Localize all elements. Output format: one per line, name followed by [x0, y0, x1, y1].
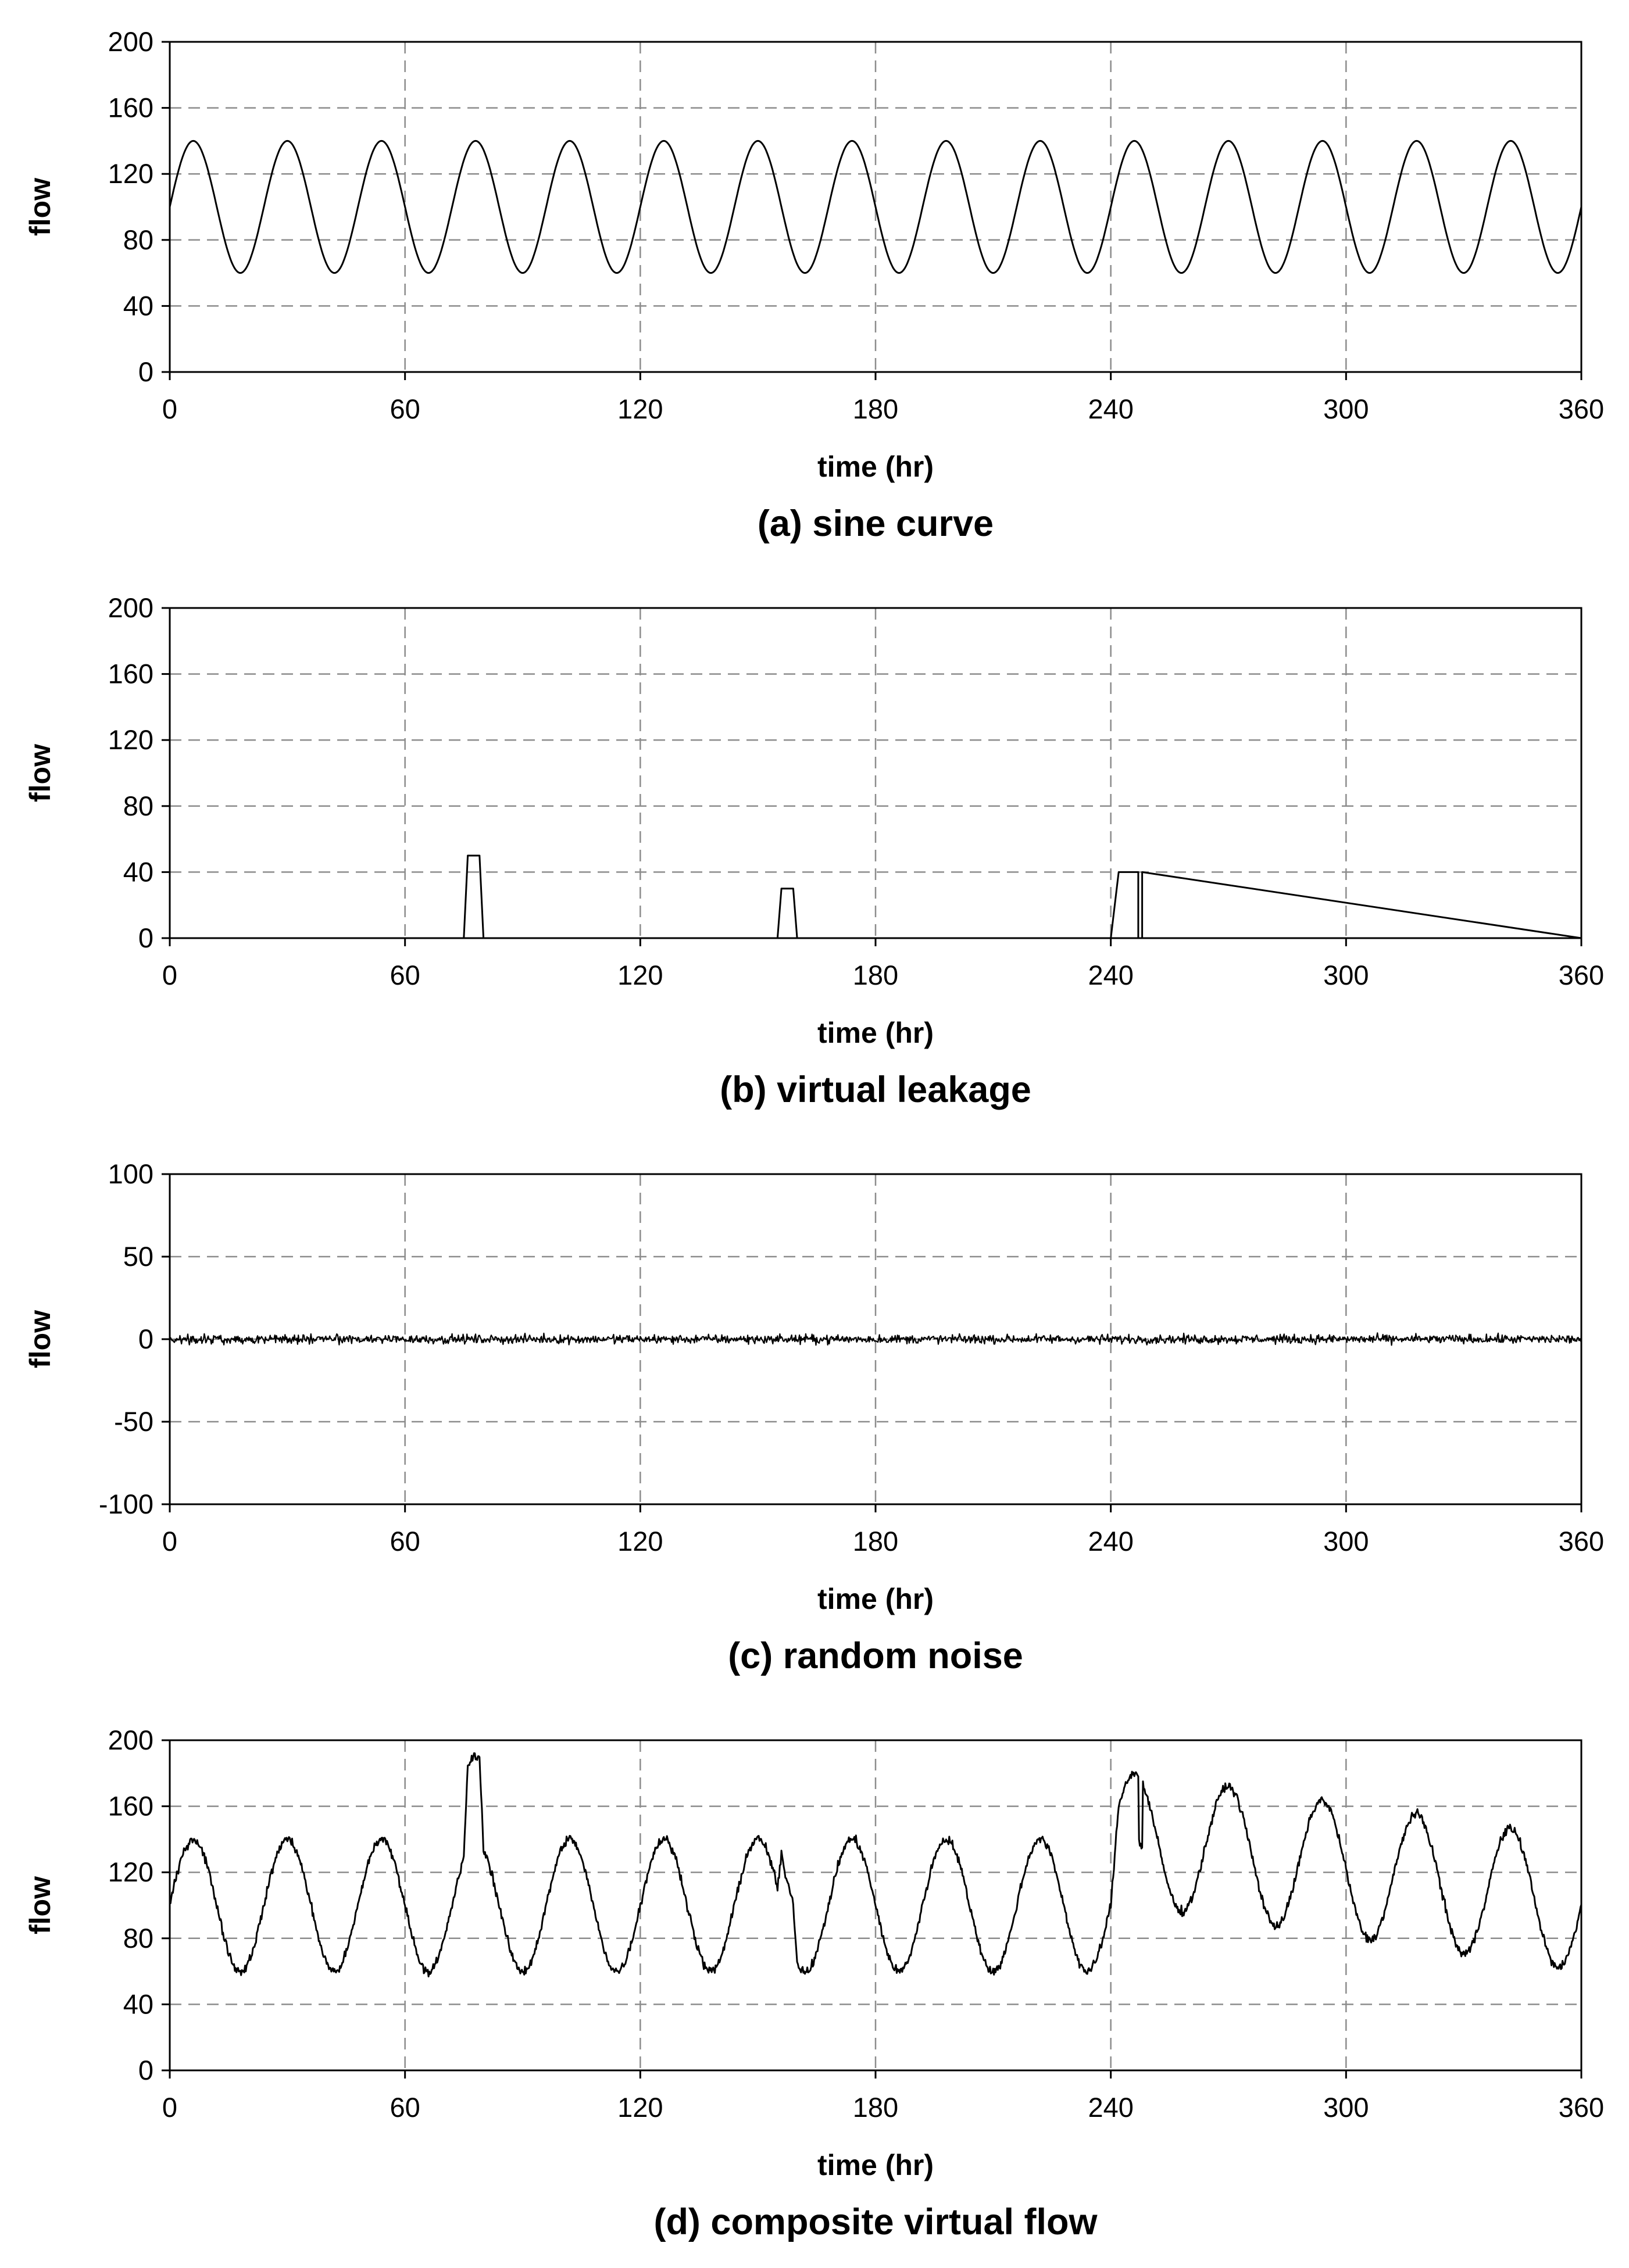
x-axis-label: time (hr) [817, 1583, 934, 1615]
y-tick-label: 160 [108, 1791, 153, 1822]
x-tick-label: 120 [617, 393, 663, 424]
y-tick-label: 120 [108, 1856, 153, 1887]
panel-caption: (d) composite virtual flow [653, 2202, 1098, 2242]
x-tick-label: 360 [1559, 1526, 1604, 1557]
x-tick-label: 240 [1088, 2092, 1133, 2123]
x-tick-label: 120 [617, 1526, 663, 1557]
y-tick-label: 0 [138, 2055, 153, 2085]
panel-sine-curve: 0 60 120 180 240 300 360 0 40 80 120 160 200 time (hr… [24, 26, 1604, 544]
y-tick-label: 80 [123, 1923, 153, 1954]
y-tick-label: 200 [108, 26, 153, 57]
x-tick-label: 120 [617, 960, 663, 990]
x-tick-label: 180 [853, 1526, 898, 1557]
panel-composite-virtual-flow: 0 60 120 180 240 300 360 0 40 80 120 160 200 time (hr… [24, 1725, 1604, 2242]
y-tick-label: 0 [138, 922, 153, 953]
panel-virtual-leakage: 0 60 120 180 240 300 360 0 40 80 120 160 200 time (hr… [24, 592, 1604, 1110]
x-tick-label: 300 [1323, 2092, 1369, 2123]
y-tick-label: 160 [108, 92, 153, 123]
x-axis-label: time (hr) [817, 450, 934, 483]
series-line [169, 139, 1582, 274]
y-tick-label: 100 [108, 1158, 153, 1189]
x-tick-label: 0 [162, 393, 177, 424]
x-tick-label: 240 [1088, 393, 1133, 424]
x-tick-label: 240 [1088, 960, 1133, 990]
series-line [169, 1332, 1582, 1346]
x-tick-label: 240 [1088, 1526, 1133, 1557]
y-axis-label: flow [24, 1310, 56, 1368]
y-tick-label: 0 [138, 356, 153, 387]
x-tick-label: 60 [390, 393, 420, 424]
y-tick-label: 200 [108, 1725, 153, 1755]
x-axis-label: time (hr) [817, 2149, 934, 2181]
x-tick-label: 60 [390, 960, 420, 990]
y-tick-label: 40 [123, 1988, 153, 2019]
y-tick-label: -100 [99, 1489, 153, 1519]
x-tick-label: 300 [1323, 1526, 1369, 1557]
x-tick-label: 300 [1323, 393, 1369, 424]
x-tick-label: 360 [1559, 2092, 1604, 2123]
y-tick-label: 50 [123, 1241, 153, 1272]
x-tick-label: 60 [390, 2092, 420, 2123]
y-tick-label: -50 [114, 1406, 153, 1437]
y-tick-label: 80 [123, 790, 153, 821]
panel-caption: (a) sine curve [758, 503, 994, 544]
y-tick-label: 120 [108, 724, 153, 755]
x-tick-label: 180 [853, 2092, 898, 2123]
x-tick-label: 300 [1323, 960, 1369, 990]
y-tick-label: 40 [123, 856, 153, 887]
x-tick-label: 360 [1559, 393, 1604, 424]
x-tick-label: 180 [853, 393, 898, 424]
y-tick-label: 0 [138, 1323, 153, 1354]
y-tick-label: 120 [108, 158, 153, 189]
series-line [169, 1752, 1582, 1977]
panel-caption: (c) random noise [728, 1636, 1023, 1676]
x-tick-label: 60 [390, 1526, 420, 1557]
x-tick-label: 0 [162, 960, 177, 990]
x-tick-label: 0 [162, 2092, 177, 2123]
x-tick-label: 120 [617, 2092, 663, 2123]
y-axis-label: flow [24, 1876, 56, 1934]
y-tick-label: 160 [108, 659, 153, 689]
x-axis-label: time (hr) [817, 1017, 934, 1049]
y-tick-label: 40 [123, 290, 153, 321]
y-tick-label: 80 [123, 224, 153, 255]
panel-caption: (b) virtual leakage [720, 1069, 1031, 1110]
x-tick-label: 0 [162, 1526, 177, 1557]
panel-random-noise: 0 60 120 180 240 300 360 -100 -50 0 50 100 time (hr)… [24, 1158, 1604, 1676]
y-axis-label: flow [24, 744, 56, 802]
y-axis-label: flow [24, 178, 56, 236]
x-tick-label: 360 [1559, 960, 1604, 990]
x-tick-label: 180 [853, 960, 898, 990]
y-tick-label: 200 [108, 592, 153, 623]
